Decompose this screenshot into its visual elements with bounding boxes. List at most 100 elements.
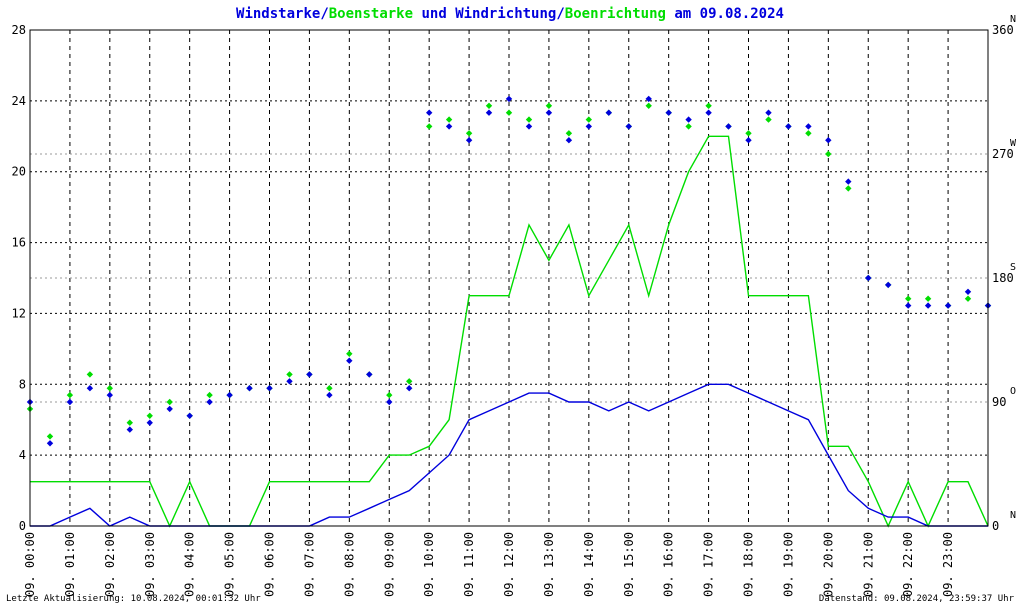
x-tick-label: 09. 05:00	[223, 532, 237, 597]
x-tick-label: 09. 08:00	[342, 532, 356, 597]
gust-direction-point	[685, 123, 692, 130]
wind-direction-point	[286, 378, 293, 385]
x-tick-label: 09. 01:00	[63, 532, 77, 597]
y-right-tick-label: 270	[992, 147, 1014, 161]
wind-direction-point	[585, 123, 592, 130]
x-tick-label: 09. 07:00	[302, 532, 316, 597]
wind-direction-point	[106, 391, 113, 399]
gust-direction-point	[286, 371, 293, 378]
plot-border	[29, 29, 989, 527]
x-tick-label: 09. 04:00	[183, 532, 197, 597]
gust-direction-point	[346, 350, 353, 357]
wind-direction-point	[246, 385, 253, 392]
gust-direction-point	[845, 185, 852, 192]
x-tick-label: 09. 02:00	[103, 532, 117, 597]
y-left-tick-label: 4	[19, 448, 26, 462]
y-left-tick-label: 12	[12, 306, 26, 320]
direction-series	[26, 95, 992, 447]
gust-direction-point	[765, 116, 772, 123]
gust-direction-point	[525, 116, 533, 123]
wind-direction-point	[366, 371, 373, 378]
wind-direction-point	[426, 109, 433, 116]
wind-direction-point	[485, 109, 493, 116]
wind-direction-point	[964, 288, 972, 295]
gust-direction-point	[585, 116, 592, 123]
wind-direction-point	[186, 412, 193, 419]
wind-direction-point	[386, 398, 393, 406]
x-tick-label: 09. 14:00	[582, 532, 596, 597]
wind-direction-point	[705, 109, 712, 116]
title-sep2: /	[556, 6, 564, 22]
gust-direction-point	[485, 102, 493, 109]
wind-direction-point	[745, 137, 752, 144]
gust-direction-point	[386, 391, 393, 399]
wind-direction-point	[765, 109, 772, 116]
x-tick-label: 09. 16:00	[662, 532, 676, 597]
wind-direction-point	[845, 178, 852, 185]
x-tick-label: 09. 09:00	[382, 532, 396, 597]
gust-series	[30, 135, 989, 528]
gust-direction-point	[745, 130, 752, 137]
x-tick-label: 09. 19:00	[781, 532, 795, 597]
gust-direction-point	[465, 130, 473, 137]
wind-direction-point	[266, 385, 273, 392]
x-tick-label: 09. 13:00	[542, 532, 556, 597]
x-tick-label: 09. 15:00	[622, 532, 636, 597]
x-tick-label: 09. 17:00	[702, 532, 716, 597]
title-und: und	[413, 6, 455, 22]
gust-direction-point	[964, 295, 972, 302]
wind-direction-point	[805, 123, 812, 130]
wind-direction-point	[905, 302, 912, 309]
x-tick-label: 09. 23:00	[941, 532, 955, 597]
wind-direction-point	[785, 123, 792, 130]
wind-direction-point	[525, 123, 533, 130]
gust-direction-point	[146, 412, 153, 419]
y-right-tick-label: 0	[992, 519, 999, 533]
gust-direction-point	[426, 123, 433, 130]
gust-direction-point	[505, 109, 513, 116]
x-tick-label: 09. 18:00	[742, 532, 756, 597]
gust-direction-point	[545, 102, 553, 109]
gust-direction-point	[326, 385, 333, 392]
y-left-tick-label: 20	[12, 165, 26, 179]
wind-direction-point	[226, 391, 233, 399]
y-left-tick-label: 24	[12, 94, 26, 108]
gust-direction-point	[406, 378, 413, 385]
gust-direction-point	[126, 419, 133, 426]
gust-direction-point	[66, 391, 74, 399]
title-boenstarke: Boenstarke	[329, 6, 413, 22]
compass-label: N	[1010, 510, 1016, 521]
wind-direction-point	[406, 385, 413, 392]
x-tick-label: 09. 03:00	[143, 532, 157, 597]
wind-direction-point	[605, 109, 612, 116]
wind-direction-point	[944, 302, 952, 309]
y-left-tick-label: 16	[12, 236, 26, 250]
wind-direction-point	[825, 137, 832, 144]
wind-direction-point	[685, 116, 692, 123]
gust-direction-point	[565, 130, 573, 137]
left-axis: 0 4 8 12 16 20 24 28	[12, 23, 26, 533]
gust-direction-point	[445, 116, 453, 123]
gust-direction-point	[86, 371, 94, 378]
title-date: am 09.08.2024	[666, 6, 784, 22]
compass-label: O	[1010, 386, 1016, 397]
y-right-tick-label: 180	[992, 271, 1014, 285]
wind-direction-point	[206, 398, 213, 406]
footer-last-update: Letzte Aktualisierung: 10.08.2024, 00:01…	[6, 594, 261, 604]
y-right-tick-label: 90	[992, 395, 1006, 409]
wind-direction-point	[865, 274, 872, 282]
wind-direction-point	[545, 109, 553, 116]
gust-direction-point	[825, 150, 832, 158]
gust-direction-point	[166, 398, 173, 406]
wind-direction-point	[306, 371, 313, 378]
x-tick-label: 09. 00:00	[23, 532, 37, 597]
gust-direction-point	[905, 295, 912, 302]
wind-direction-point	[665, 109, 672, 116]
y-left-tick-label: 8	[19, 377, 26, 391]
gust-direction-point	[924, 295, 932, 302]
wind-direction-point	[146, 419, 153, 426]
x-axis: 09. 00:00 09. 01:00 09. 02:00 09. 03:00 09. …	[23, 532, 955, 597]
compass-label: S	[1010, 262, 1016, 273]
x-tick-label: 09. 20:00	[821, 532, 835, 597]
